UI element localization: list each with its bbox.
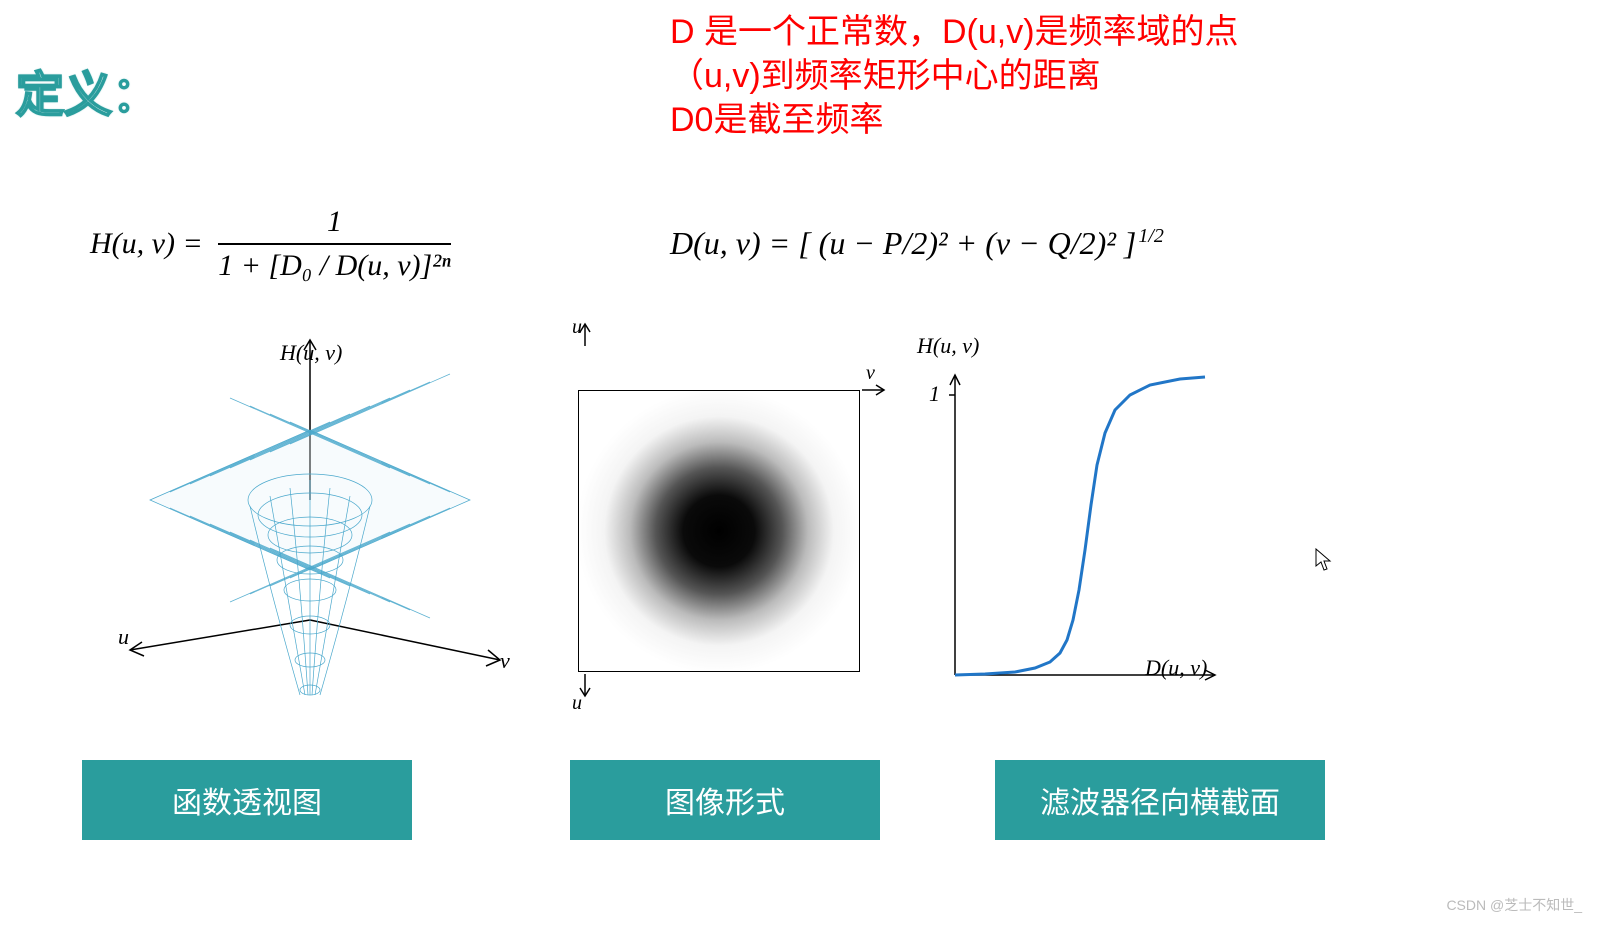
cross-section-svg (915, 335, 1235, 695)
formula-d: D(u, v) = [ (u − P/2)² + (v − Q/2)² ]1/2 (670, 225, 1164, 262)
formula-h: H(u, v) = 1 1 + [D₀ / D(u, v)]²ⁿ (90, 205, 451, 283)
caption-perspective: 函数透视图 (82, 760, 412, 840)
mouse-cursor-icon (1315, 548, 1333, 578)
cross-label-y: H(u, v) (917, 333, 979, 359)
formula-h-den: 1 + [D₀ / D(u, v)]²ⁿ (218, 245, 450, 283)
watermark: CSDN @芝士不知世_ (1446, 895, 1582, 915)
formula-d-body: D(u, v) = [ (u − P/2)² + (v − Q/2)² ] (670, 225, 1136, 261)
annotation-line-2: （u,v)到频率矩形中心的距离 (670, 54, 1239, 98)
perspective-plot-svg (100, 330, 520, 730)
annotation-line-3: D0是截至频率 (670, 98, 1239, 142)
imgform-box (578, 390, 860, 672)
perspective-label-z: H(u, v) (280, 340, 342, 366)
perspective-label-v: v (500, 648, 510, 674)
perspective-label-u: u (118, 624, 129, 650)
formula-h-lhs: H(u, v) = (90, 227, 203, 260)
cross-label-x: D(u, v) (1145, 655, 1207, 681)
annotation-line-1: D 是一个正常数，D(u,v)是频率域的点 (670, 10, 1239, 54)
caption-cross-section: 滤波器径向横截面 (995, 760, 1325, 840)
page-title: 定义： (16, 55, 160, 125)
panel-image-form: u v u (570, 320, 890, 720)
imgform-label-bottom: u (572, 692, 582, 715)
panel-perspective: H(u, v) u v (100, 330, 520, 730)
imgform-label-right: v (866, 362, 875, 385)
formula-d-sup: 1/2 (1138, 225, 1164, 247)
imgform-label-top: u (572, 316, 582, 339)
annotation-red: D 是一个正常数，D(u,v)是频率域的点 （u,v)到频率矩形中心的距离 D0… (670, 10, 1239, 143)
caption-image-form: 图像形式 (570, 760, 880, 840)
panel-cross-section: H(u, v) 1 D(u, v) (915, 335, 1235, 695)
cross-tick-1: 1 (929, 381, 940, 407)
formula-h-num: 1 (218, 205, 450, 245)
imgform-arrow-right (860, 382, 890, 398)
